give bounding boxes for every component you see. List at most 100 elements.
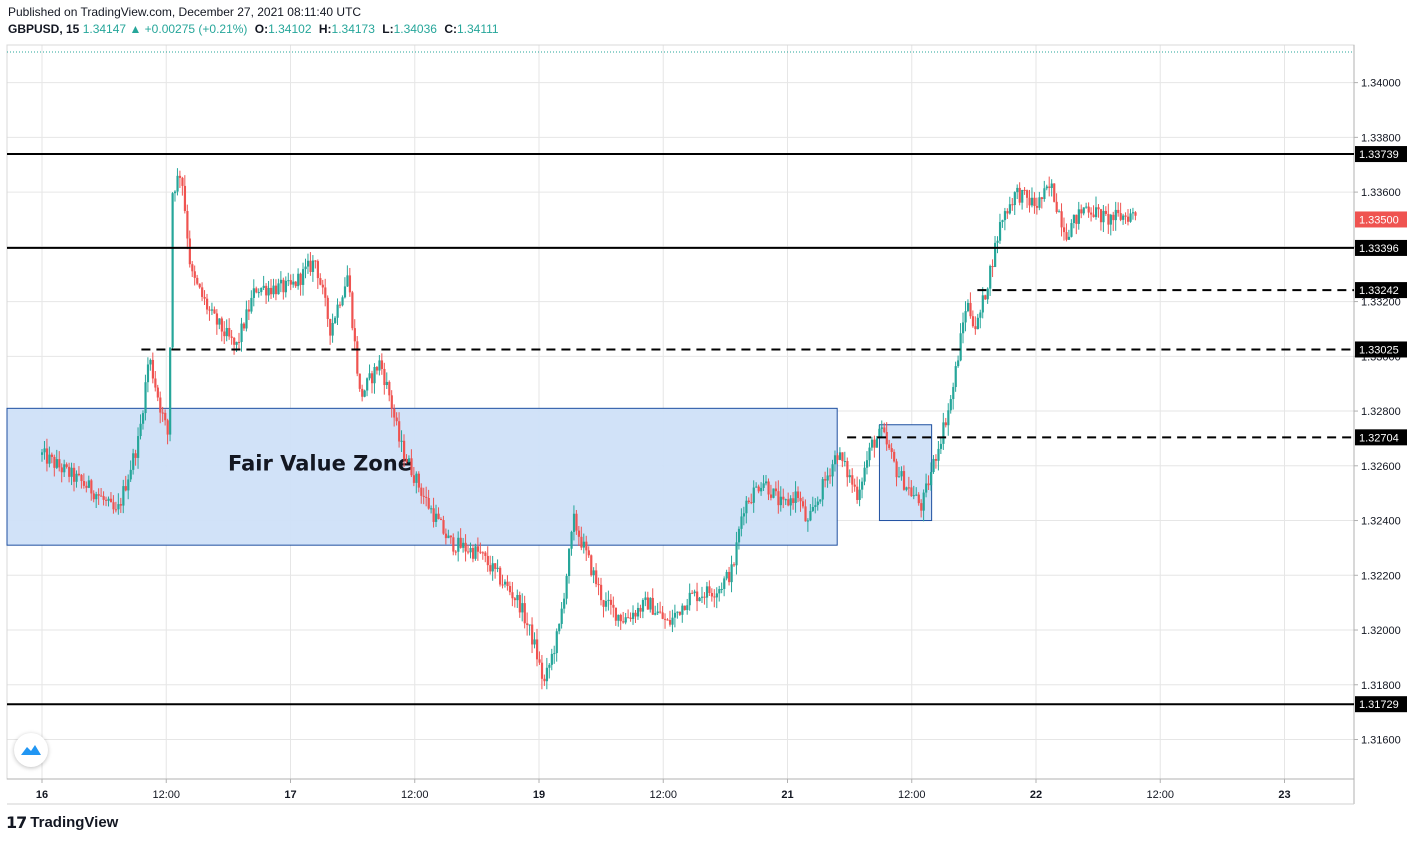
candle-body <box>582 541 585 548</box>
close-value: 1.34111 <box>456 22 499 36</box>
symbol-label[interactable]: GBPUSD, 15 <box>8 22 80 36</box>
candle-body <box>959 333 962 361</box>
candle-body <box>602 600 605 607</box>
candle-body <box>370 373 374 384</box>
candle-body <box>585 541 588 551</box>
candle-body <box>80 475 83 482</box>
candle-body <box>740 516 743 529</box>
candle-body <box>213 309 216 314</box>
candle-body <box>188 238 191 265</box>
candle-body <box>198 283 201 288</box>
candle-body <box>600 584 603 601</box>
candle-body <box>930 472 933 486</box>
candle-body <box>1127 216 1130 222</box>
candle-body <box>341 297 344 306</box>
candle-body <box>686 605 689 610</box>
candle-body <box>989 266 992 289</box>
candle-body <box>154 378 157 388</box>
candle-body <box>1102 210 1105 223</box>
candle-body <box>432 508 435 522</box>
candle-body <box>715 593 718 598</box>
candle-body <box>129 469 132 480</box>
candle-body <box>848 475 851 478</box>
candle-body <box>516 594 519 601</box>
candle-body <box>1043 188 1046 200</box>
level-price-label: 1.33025 <box>1359 344 1399 356</box>
candle-body <box>459 537 462 548</box>
candle-body <box>728 571 731 583</box>
candle-body <box>560 608 563 624</box>
candle-body <box>888 444 891 449</box>
candle-body <box>836 455 839 460</box>
candle-body <box>1008 204 1012 214</box>
candle-body <box>1072 214 1076 224</box>
candle-body <box>797 491 800 499</box>
candle-body <box>1107 213 1110 225</box>
tradingview-badge-icon[interactable] <box>14 733 48 767</box>
candle-body <box>393 408 396 418</box>
level-price-tag <box>1355 282 1407 299</box>
candle-body <box>883 427 886 433</box>
candle-body <box>878 428 881 439</box>
fair-value-zone[interactable] <box>6 407 838 546</box>
candle-body <box>949 399 952 411</box>
candle-body <box>452 537 455 552</box>
candle-body <box>176 175 179 192</box>
candle-body <box>161 412 164 414</box>
candle-body <box>235 341 238 345</box>
candle-body <box>590 555 593 576</box>
candle-body <box>863 467 866 482</box>
candle-body <box>196 277 199 284</box>
candle-body <box>1075 214 1078 224</box>
candle-body <box>915 494 918 496</box>
candle-body <box>1055 201 1058 212</box>
candle-body <box>43 448 46 453</box>
candle-body <box>1117 209 1120 214</box>
candle-body <box>306 260 310 267</box>
candle-body <box>900 471 903 477</box>
candle-body <box>230 336 233 338</box>
x-tick-label: 19 <box>533 789 545 801</box>
candle-body <box>713 596 716 598</box>
last-price: 1.34147 <box>82 22 127 36</box>
candle-body <box>242 323 246 329</box>
y-tick-label: 1.33600 <box>1361 187 1401 199</box>
candle-body <box>555 631 558 654</box>
candle-body <box>262 285 265 288</box>
candle-body <box>1082 207 1085 214</box>
candle-body <box>467 551 470 553</box>
candle-body <box>538 659 541 663</box>
candle-body <box>861 481 864 490</box>
candle-body <box>240 323 243 342</box>
candle-body <box>841 452 844 462</box>
candle-body <box>787 499 790 506</box>
x-tick-label: 12:00 <box>1146 789 1174 801</box>
candle-body <box>388 381 391 396</box>
candle-body <box>503 581 507 585</box>
candle-body <box>1097 207 1100 210</box>
candle-body <box>917 494 920 504</box>
candle-body <box>644 597 647 600</box>
candle-body <box>1094 207 1098 218</box>
x-tick-label: 17 <box>284 789 296 801</box>
candle-body <box>799 498 802 502</box>
candle-body <box>447 535 450 539</box>
candle-body <box>971 316 975 327</box>
candle-body <box>994 242 997 267</box>
candle-body <box>73 467 76 482</box>
candle-body <box>846 461 849 478</box>
x-tick-label: 16 <box>36 789 48 801</box>
candle-body <box>570 531 573 549</box>
candle-body <box>265 285 268 296</box>
brand-name: TradingView <box>30 814 119 831</box>
candle-body <box>659 611 662 613</box>
candle-body <box>309 260 312 272</box>
candle-body <box>905 487 908 490</box>
candle-body <box>696 591 699 602</box>
candle-body <box>141 413 145 424</box>
open-value: 1.34102 <box>268 22 312 36</box>
candle-body <box>1023 189 1026 191</box>
candle-body <box>255 288 258 293</box>
candle-body <box>82 481 86 486</box>
